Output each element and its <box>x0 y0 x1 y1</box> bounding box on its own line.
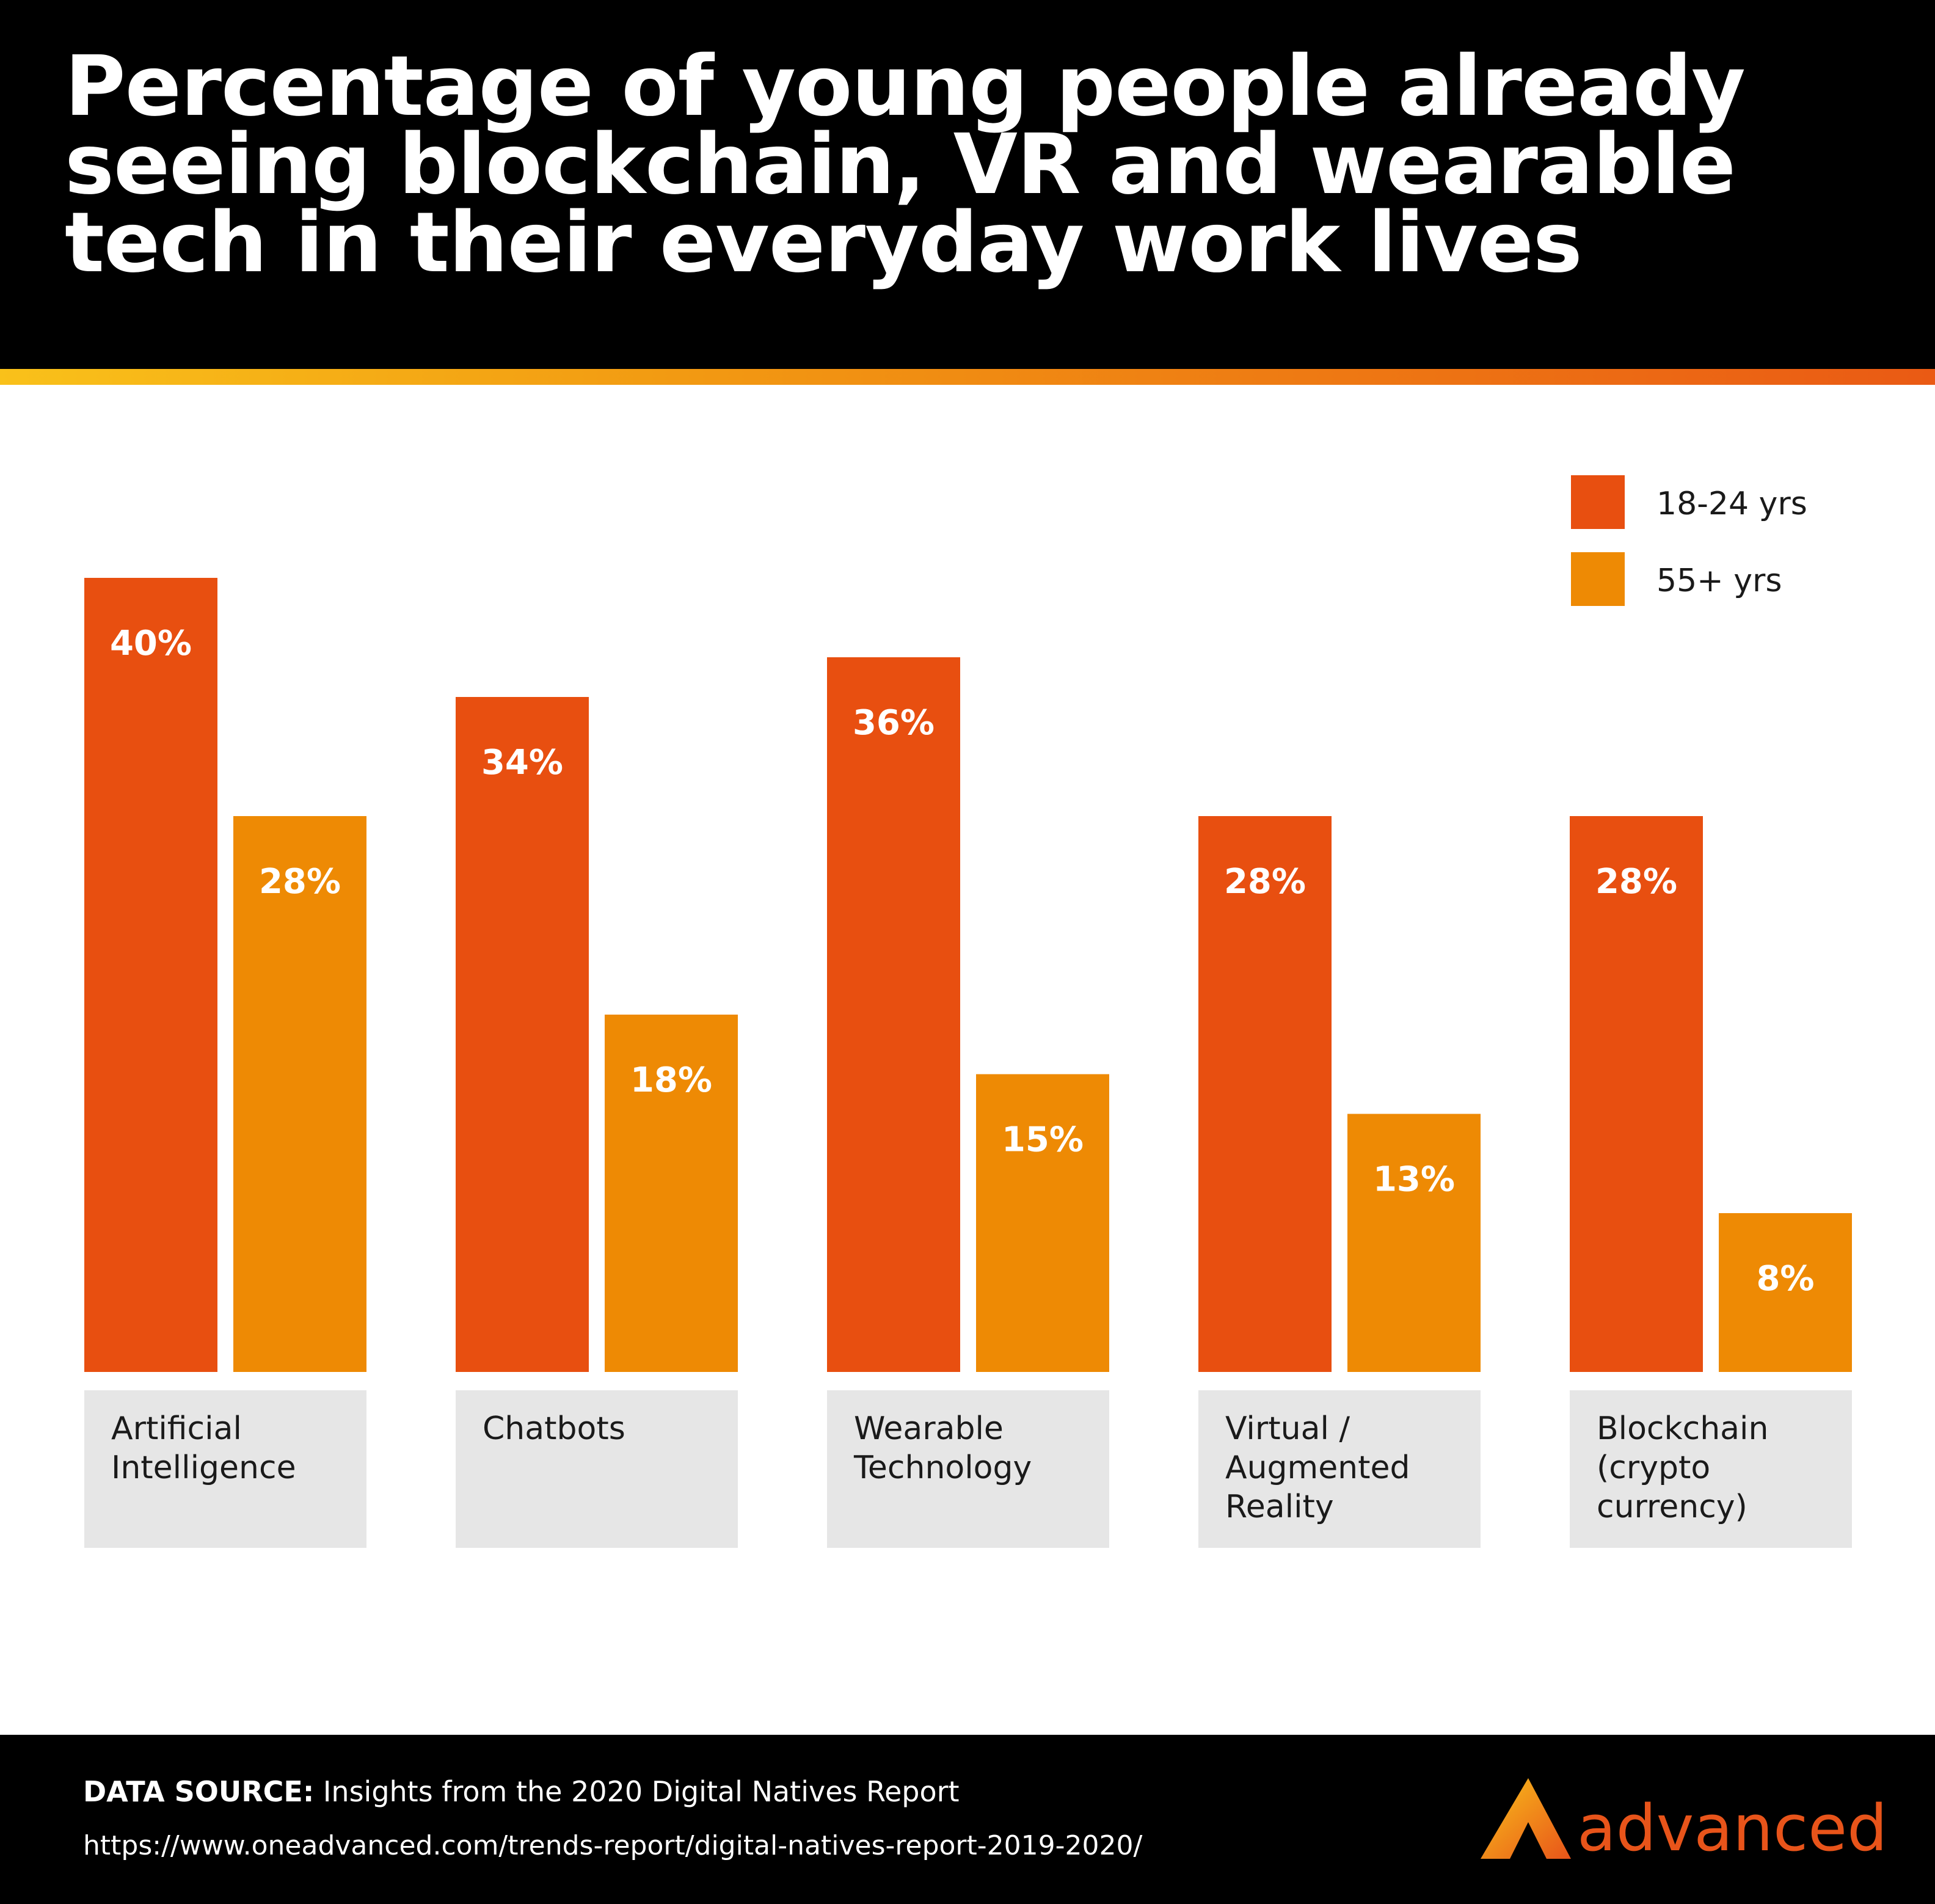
chart-title: Percentage of young people already seein… <box>65 38 1746 291</box>
bar-18-24-1 <box>456 697 589 1372</box>
bar-18-24-0 <box>84 578 217 1372</box>
category-label-3-line-1: Augmented <box>1225 1450 1410 1486</box>
category-label-0-line-0: Artificial <box>111 1410 242 1447</box>
bar-55-plus-4 <box>1719 1213 1852 1372</box>
bar-55-plus-2 <box>976 1074 1109 1372</box>
legend-label-55-plus: 55+ yrs <box>1656 563 1782 599</box>
data-label-18-24-1: 34% <box>481 743 563 782</box>
legend-label-18-24: 18-24 yrs <box>1656 486 1807 522</box>
category-label-4-line-1: (crypto <box>1597 1450 1710 1486</box>
category-label-4-line-2: currency) <box>1597 1489 1747 1525</box>
brand-wordmark: advanced <box>1577 1791 1888 1866</box>
data-label-55-plus-2: 15% <box>1002 1120 1084 1160</box>
data-label-55-plus-4: 8% <box>1756 1259 1814 1299</box>
legend-swatch-18-24 <box>1571 475 1625 529</box>
data-label-55-plus-1: 18% <box>630 1060 712 1100</box>
bar-18-24-4 <box>1570 816 1703 1372</box>
bar-55-plus-3 <box>1347 1114 1481 1372</box>
category-box-4 <box>1570 1390 1852 1548</box>
data-label-18-24-3: 28% <box>1224 862 1306 902</box>
category-box-2 <box>827 1390 1109 1548</box>
category-label-2-line-0: Wearable <box>854 1410 1004 1447</box>
data-source: DATA SOURCE: Insights from the 2020 Digi… <box>83 1775 960 1808</box>
legend-swatch-55-plus <box>1571 552 1625 606</box>
data-source-label: DATA SOURCE: <box>83 1775 315 1808</box>
category-label-3-line-0: Virtual / <box>1225 1410 1350 1447</box>
source-url: https://www.oneadvanced.com/trends-repor… <box>83 1830 1143 1861</box>
category-box-3 <box>1198 1390 1481 1548</box>
data-source-text: Insights from the 2020 Digital Natives R… <box>314 1775 960 1808</box>
bar-18-24-2 <box>827 657 960 1372</box>
category-label-4-line-0: Blockchain <box>1597 1410 1768 1447</box>
bar-18-24-3 <box>1198 816 1332 1372</box>
category-label-0-line-1: Intelligence <box>111 1450 296 1486</box>
category-label-1-line-0: Chatbots <box>483 1410 625 1447</box>
legend: 18-24 yrs 55+ yrs <box>1571 475 1807 606</box>
bars-group: 40% 28% 34% 18% 36% 15% 28% 13% 28% 8% <box>84 578 1852 1372</box>
header-banner: Percentage of young people already seein… <box>0 0 1935 369</box>
data-label-18-24-0: 40% <box>110 624 192 663</box>
data-label-18-24-2: 36% <box>853 703 935 743</box>
data-label-55-plus-0: 28% <box>259 862 341 902</box>
footer <box>0 1735 1935 1904</box>
data-label-18-24-4: 28% <box>1595 862 1677 902</box>
bar-55-plus-0 <box>233 816 366 1372</box>
category-box-0 <box>84 1390 366 1548</box>
bar-chart: 40% 28% 34% 18% 36% 15% 28% 13% 28% 8% Artificial… <box>84 475 1852 1548</box>
gradient-stripe <box>0 369 1935 385</box>
category-box-1 <box>456 1390 738 1548</box>
bar-55-plus-1 <box>605 1015 738 1372</box>
data-label-55-plus-3: 13% <box>1373 1160 1455 1200</box>
category-label-3-line-2: Reality <box>1225 1489 1334 1525</box>
category-label-2-line-1: Technology <box>853 1450 1032 1486</box>
advanced-logo-icon <box>1481 1778 1571 1859</box>
